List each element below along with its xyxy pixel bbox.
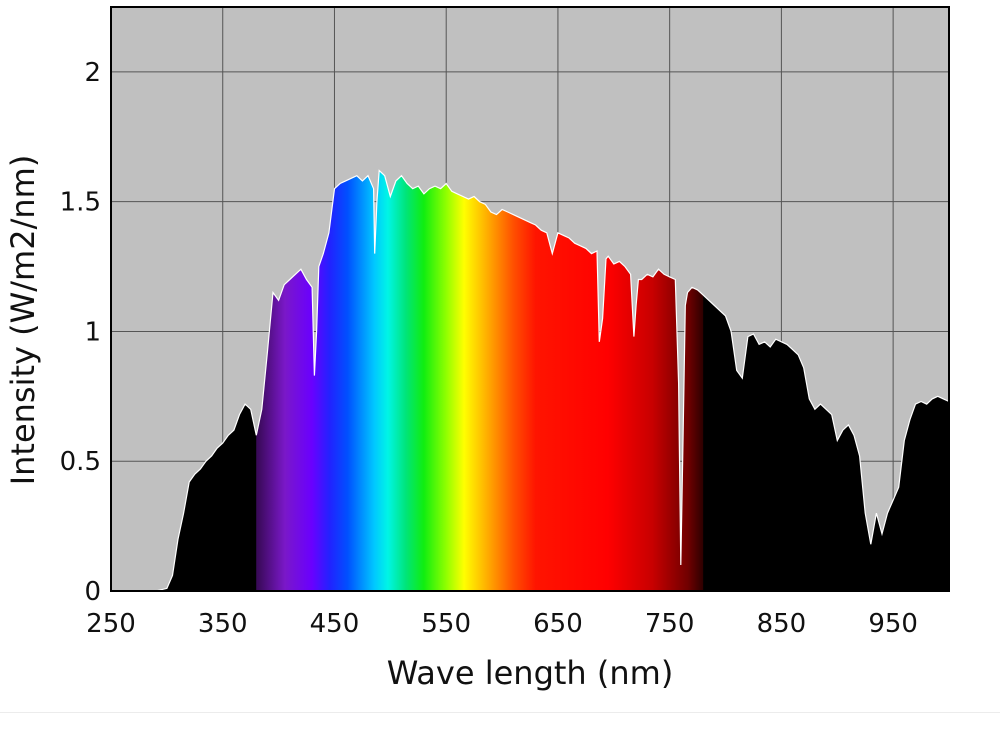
x-tick-label: 950 [868,609,918,639]
spectrum-outline [111,169,949,591]
y-tick-label: 2 [84,58,101,88]
y-tick-label: 0.5 [60,447,101,477]
x-tick-label: 650 [533,609,583,639]
x-axis-ticks: 250 350 450 550 650 750 850 950 [86,609,918,639]
y-tick-label: 0 [84,577,101,607]
x-tick-label: 850 [757,609,807,639]
y-axis-ticks: 0 0.5 1 1.5 2 [60,58,101,607]
x-tick-label: 550 [421,609,471,639]
x-tick-label: 450 [310,609,360,639]
bottom-divider [0,712,1000,713]
y-tick-label: 1 [84,317,101,347]
y-axis-title: Intensity (W/m2/nm) [4,155,42,486]
x-tick-label: 350 [198,609,248,639]
visible-spectrum-area [256,170,704,591]
x-axis-title: Wave length (nm) [387,654,674,692]
x-tick-label: 750 [645,609,695,639]
y-tick-label: 1.5 [60,188,101,218]
plot-frame [110,6,950,592]
x-tick-label: 250 [86,609,136,639]
